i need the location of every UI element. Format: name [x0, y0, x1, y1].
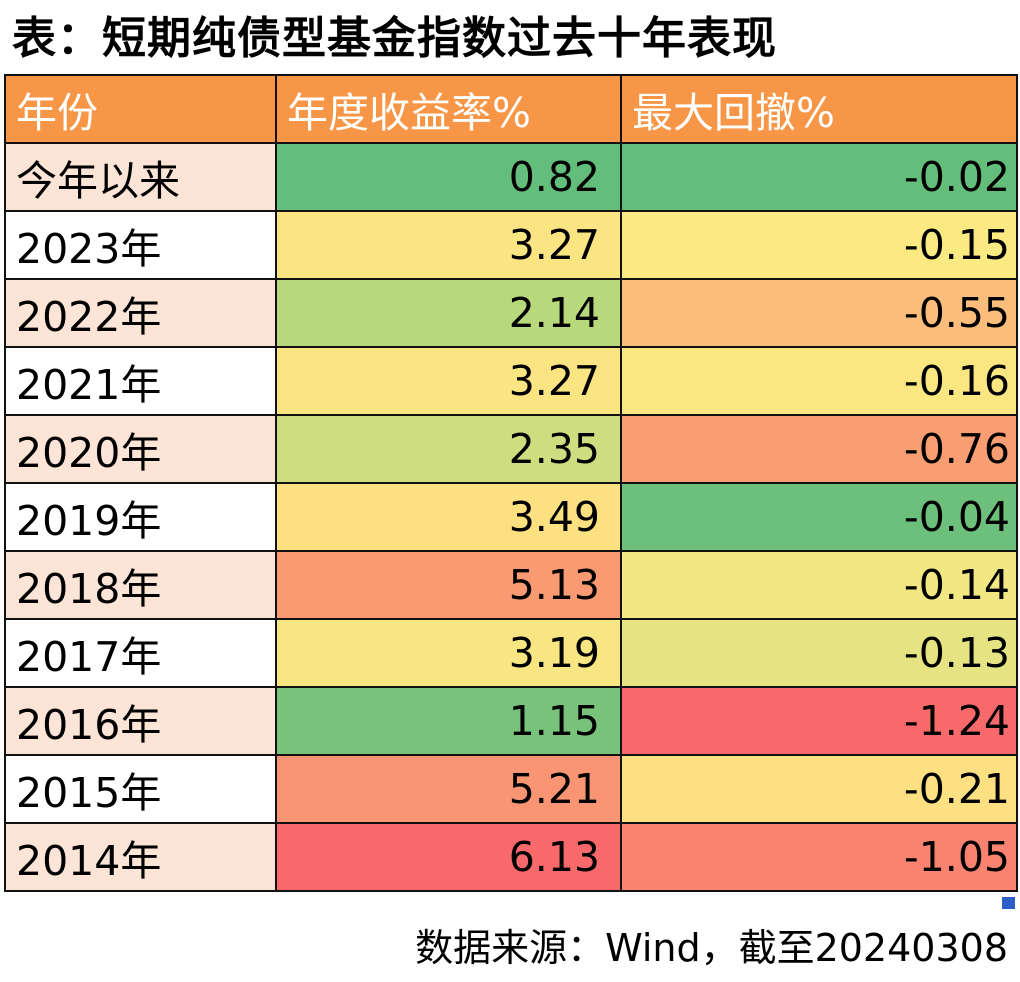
cell-return: 0.82: [275, 142, 622, 212]
cell-drawdown: -0.04: [620, 482, 1018, 552]
data-source-note: 数据来源：Wind，截至20240308: [415, 926, 1008, 970]
cell-return: 3.27: [275, 210, 622, 280]
cell-drawdown: -0.55: [620, 278, 1018, 348]
cell-return: 3.27: [275, 346, 622, 416]
cell-year: 2020年: [4, 414, 277, 484]
cell-year: 今年以来: [4, 142, 277, 212]
cell-return: 3.19: [275, 618, 622, 688]
cell-drawdown: -0.02: [620, 142, 1018, 212]
table-row: 2016年 1.15 -1.24: [4, 686, 1018, 756]
selection-handle: [1002, 897, 1015, 909]
cell-year: 2016年: [4, 686, 277, 756]
cell-drawdown: -0.76: [620, 414, 1018, 484]
column-header-return: 年度收益率%: [275, 74, 622, 144]
header-row: 年份 年度收益率% 最大回撤%: [4, 74, 1018, 144]
table-row: 2014年 6.13 -1.05: [4, 822, 1018, 892]
column-header-year: 年份: [4, 74, 277, 144]
table-row: 2020年 2.35 -0.76: [4, 414, 1018, 484]
table-row: 2017年 3.19 -0.13: [4, 618, 1018, 688]
table-title: 表：短期纯债型基金指数过去十年表现: [12, 13, 777, 64]
column-header-drawdown: 最大回撤%: [620, 74, 1018, 144]
table-row: 2022年 2.14 -0.55: [4, 278, 1018, 348]
cell-drawdown: -0.16: [620, 346, 1018, 416]
table-row: 2018年 5.13 -0.14: [4, 550, 1018, 620]
cell-year: 2017年: [4, 618, 277, 688]
cell-return: 6.13: [275, 822, 622, 892]
table-row: 2021年 3.27 -0.16: [4, 346, 1018, 416]
table-row: 2023年 3.27 -0.15: [4, 210, 1018, 280]
cell-year: 2022年: [4, 278, 277, 348]
cell-drawdown: -0.21: [620, 754, 1018, 824]
cell-year: 2023年: [4, 210, 277, 280]
cell-return: 2.35: [275, 414, 622, 484]
cell-year: 2019年: [4, 482, 277, 552]
table-row: 2015年 5.21 -0.21: [4, 754, 1018, 824]
cell-drawdown: -1.24: [620, 686, 1018, 756]
cell-year: 2021年: [4, 346, 277, 416]
cell-drawdown: -0.13: [620, 618, 1018, 688]
cell-return: 5.21: [275, 754, 622, 824]
cell-drawdown: -1.05: [620, 822, 1018, 892]
cell-year: 2014年: [4, 822, 277, 892]
cell-return: 1.15: [275, 686, 622, 756]
cell-return: 5.13: [275, 550, 622, 620]
cell-return: 3.49: [275, 482, 622, 552]
table-row: 今年以来 0.82 -0.02: [4, 142, 1018, 212]
cell-year: 2015年: [4, 754, 277, 824]
cell-return: 2.14: [275, 278, 622, 348]
cell-drawdown: -0.15: [620, 210, 1018, 280]
table-body: 今年以来 0.82 -0.02 2023年 3.27 -0.15 2022年 2.14 -0.5…: [4, 142, 1018, 892]
table-row: 2019年 3.49 -0.04: [4, 482, 1018, 552]
cell-year: 2018年: [4, 550, 277, 620]
returns-table: 年份 年度收益率% 最大回撤% 今年以来 0.82 -0.02 2023年 3.27 -0…: [4, 74, 1018, 892]
cell-drawdown: -0.14: [620, 550, 1018, 620]
